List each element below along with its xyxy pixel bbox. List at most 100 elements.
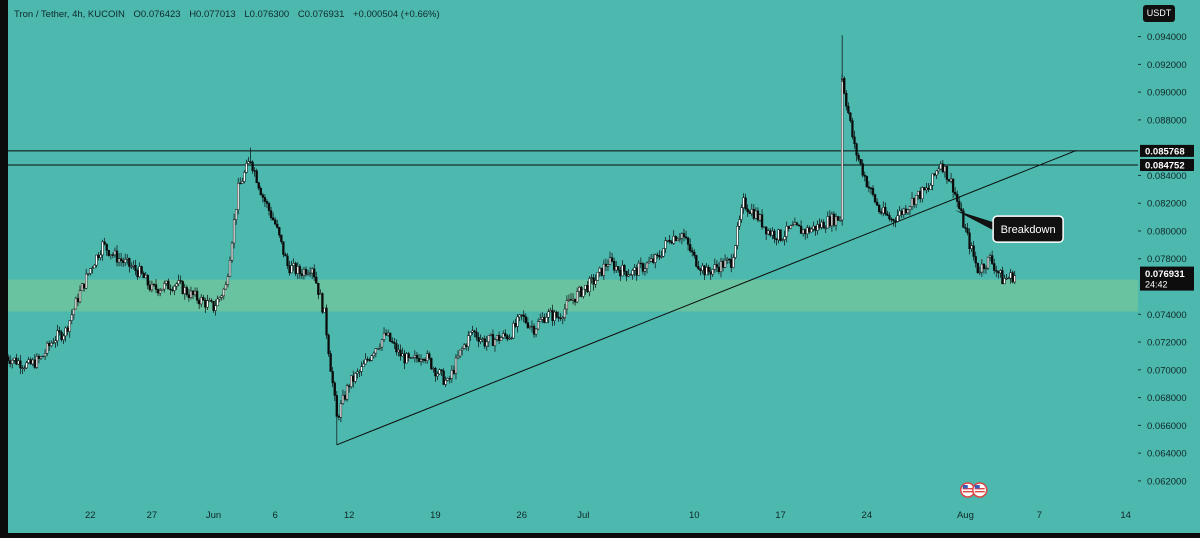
candle — [656, 252, 659, 259]
price-tick-label: 0.080000 — [1147, 226, 1187, 237]
candle — [742, 193, 745, 214]
candle — [641, 262, 645, 275]
candle — [237, 177, 240, 215]
candle — [454, 353, 458, 380]
candle — [1013, 270, 1016, 285]
candle — [637, 260, 640, 276]
candle — [191, 290, 195, 300]
candle — [360, 361, 363, 377]
candle — [366, 356, 369, 363]
candle — [999, 269, 1002, 278]
candle — [243, 170, 246, 184]
candle — [37, 353, 41, 364]
candle — [719, 257, 723, 278]
candle — [573, 298, 577, 306]
candle — [382, 327, 386, 343]
candle — [816, 220, 819, 235]
candle — [834, 213, 838, 231]
open-value: O0.076423 — [133, 9, 181, 20]
candle — [278, 226, 281, 238]
candle — [783, 230, 786, 246]
candle — [935, 170, 938, 179]
candle — [456, 350, 460, 360]
candle — [902, 207, 905, 219]
candle — [680, 232, 684, 245]
candle — [438, 368, 441, 375]
candle — [791, 220, 795, 227]
candle — [370, 354, 373, 362]
candle — [146, 274, 149, 290]
time-tick-label: 22 — [85, 510, 96, 521]
candle — [150, 280, 154, 293]
candle — [888, 212, 891, 222]
candle — [54, 335, 57, 348]
candle — [66, 325, 69, 336]
candle — [841, 74, 844, 83]
ascending-trendline[interactable] — [336, 149, 1077, 446]
candle — [964, 223, 967, 233]
candle — [261, 192, 264, 203]
candle — [921, 186, 924, 203]
candle — [298, 264, 301, 279]
candle — [896, 209, 899, 223]
candle — [600, 267, 603, 277]
candle — [469, 331, 472, 342]
candle — [58, 326, 61, 336]
currency-button[interactable]: USDT — [1143, 5, 1175, 22]
candle — [859, 158, 862, 166]
price-tick-label: 0.072000 — [1147, 338, 1187, 349]
candle — [551, 304, 554, 327]
candle — [598, 266, 601, 277]
candle — [578, 285, 581, 298]
candle — [158, 288, 162, 297]
candle — [393, 337, 396, 349]
candle — [33, 354, 36, 369]
candle — [571, 293, 575, 305]
candle — [376, 347, 380, 350]
candle — [689, 238, 692, 253]
candle — [495, 334, 499, 342]
candle — [177, 274, 180, 287]
candle — [553, 309, 556, 326]
time-tick-label: Aug — [957, 510, 974, 521]
candle — [15, 353, 18, 366]
time-tick-label: 17 — [775, 510, 786, 521]
candle — [440, 369, 443, 377]
price-axis[interactable]: 0.062000 0.064000 0.066000 0.068000 0.070000… — [1138, 0, 1200, 533]
plot-area[interactable]: Breakdown — [8, 0, 1138, 502]
candle — [436, 371, 439, 381]
candle — [699, 267, 702, 276]
candle — [773, 228, 776, 244]
candle — [200, 294, 203, 308]
candle — [350, 375, 353, 389]
us-flag-event-icon[interactable] — [972, 482, 988, 498]
candle — [485, 335, 488, 351]
candle — [446, 377, 449, 382]
candle — [588, 276, 591, 297]
candle — [740, 204, 743, 224]
time-axis[interactable]: 22 27 Jun 6 12 19 26 Jul 10 17 24 Aug 7 14 — [8, 502, 1138, 533]
candle — [284, 252, 287, 257]
candle — [1009, 268, 1012, 284]
time-tick-label: Jul — [577, 510, 589, 521]
candle — [274, 217, 277, 226]
candle — [142, 271, 145, 279]
candle — [78, 285, 82, 304]
candle — [873, 193, 877, 204]
annotation-pointer — [955, 210, 994, 231]
candle — [169, 284, 172, 296]
candle — [631, 268, 634, 280]
candle — [701, 262, 704, 274]
annotation-box[interactable] — [992, 215, 1064, 243]
candle — [565, 295, 569, 315]
candle — [857, 152, 860, 162]
candle — [804, 228, 807, 240]
candle — [760, 209, 764, 230]
candle — [216, 295, 219, 307]
candle — [526, 317, 530, 329]
candle — [72, 308, 75, 320]
candle — [518, 314, 521, 322]
candle — [910, 192, 914, 211]
candle — [99, 250, 102, 261]
candle — [586, 281, 589, 294]
